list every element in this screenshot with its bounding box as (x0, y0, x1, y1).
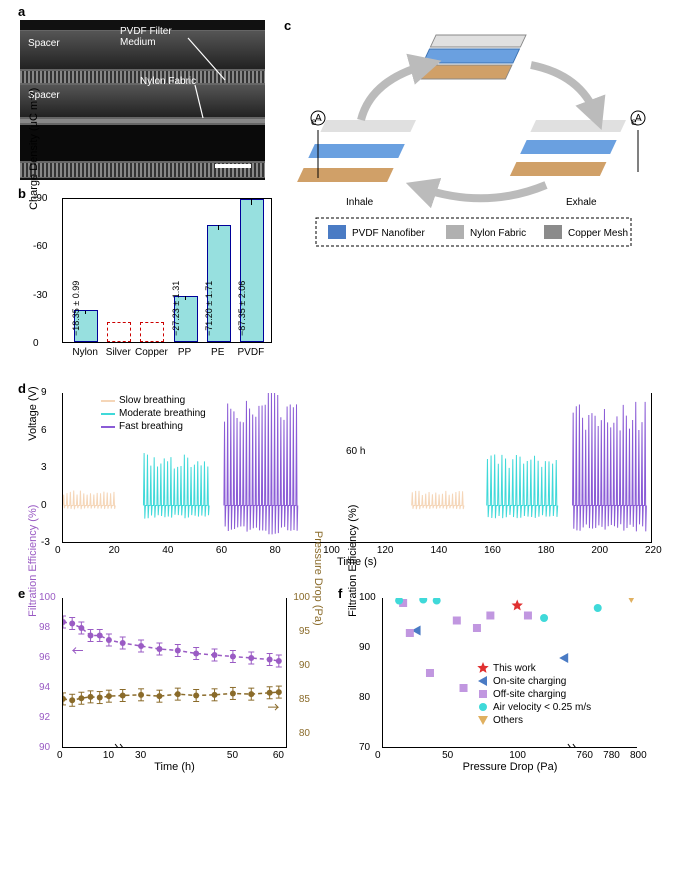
sem-image: Spacer Spacer PVDF Filter Medium Nylon F… (20, 20, 265, 180)
svg-text:Nylon Fabric: Nylon Fabric (470, 228, 526, 239)
panel-label-b: b (18, 186, 26, 201)
panel-label-f: f (338, 586, 342, 601)
svg-text:Off-site charging: Off-site charging (493, 689, 566, 700)
bar-Copper (140, 322, 164, 342)
sem-arrows (20, 20, 265, 180)
svg-text:Exhale: Exhale (566, 197, 597, 208)
svg-text:e⁻: e⁻ (311, 117, 322, 128)
svg-text:60 h: 60 h (346, 446, 365, 457)
xtitle-f: Pressure Drop (Pa) (463, 761, 558, 773)
panel-f: f Filtration Efficiency (%) Pressure Dro… (340, 588, 650, 778)
panel-a: a Spacer Spacer PVDF Filter Medium Nylon… (20, 20, 265, 180)
svg-text:On-site charging: On-site charging (493, 676, 566, 687)
panel-d: d Voltage (V) Time (s) Slow breathing Mo… (20, 383, 660, 573)
svg-text:Copper Mesh: Copper Mesh (568, 228, 628, 239)
efficiency-chart: Filtration Efficiency (%) Pressure Drop … (62, 598, 287, 748)
bar-Silver (107, 322, 131, 342)
panel-c: c A A e⁻ e⁻ (286, 20, 656, 250)
scatter-chart: Filtration Efficiency (%) Pressure Drop … (382, 598, 637, 748)
panel-label-a: a (18, 4, 25, 19)
scale-bar (215, 164, 251, 168)
ytitle-d: Voltage (V) (27, 386, 39, 440)
xtitle-e: Time (h) (154, 761, 195, 773)
ytitle-e-l: Filtration Efficiency (%) (27, 504, 39, 616)
svg-text:e⁻: e⁻ (631, 117, 642, 128)
svg-text:Inhale: Inhale (346, 197, 374, 208)
svg-text:This work: This work (493, 663, 537, 674)
ytitle-f: Filtration Efficiency (%) (347, 504, 359, 616)
ytitle-e-r: Pressure Drop (Pa) (312, 530, 324, 625)
panel-label-d: d (18, 381, 26, 396)
bar-chart-b: Charge Density (μC m⁻²) 0-30-60-90−18.35… (62, 198, 272, 343)
panel-e: e Filtration Efficiency (%) Pressure Dro… (20, 588, 330, 778)
svg-text:Air velocity < 0.25 m/s: Air velocity < 0.25 m/s (493, 702, 591, 713)
ytitle-b: Charge Density (μC m⁻²) (27, 87, 40, 209)
panel-b: b Charge Density (μC m⁻²) 0-30-60-90−18.… (20, 188, 276, 368)
panel-label-c: c (284, 18, 291, 33)
svg-text:Others: Others (493, 715, 523, 726)
svg-text:PVDF Nanofiber: PVDF Nanofiber (352, 228, 425, 239)
panel-label-e: e (18, 586, 25, 601)
schematic-c: A A e⁻ e⁻ Inhale Exhale PVDF Nanofiber N… (286, 20, 656, 250)
